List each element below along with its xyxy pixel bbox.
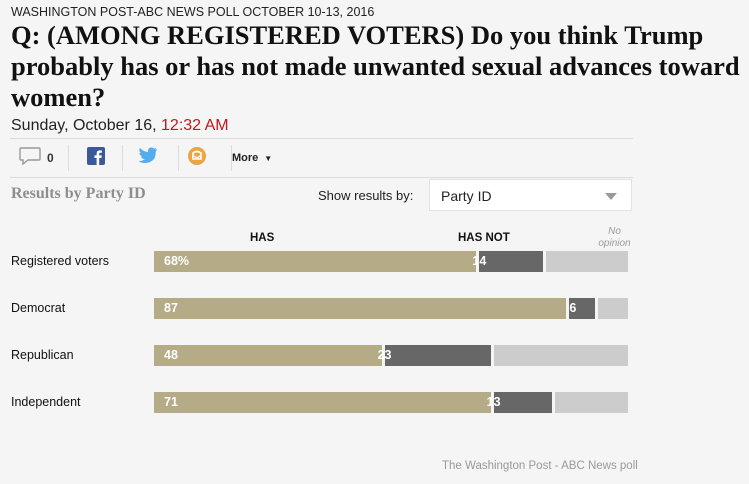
question-headline: Q: (AMONG REGISTERED VOTERS) Do you thin… bbox=[11, 20, 740, 112]
twitter-share-button[interactable] bbox=[136, 139, 158, 177]
more-label: More bbox=[232, 152, 259, 164]
comment-icon bbox=[18, 146, 42, 171]
show-results-label: Show results by: bbox=[318, 188, 414, 203]
poll-kicker: WASHINGTON POST-ABC NEWS POLL OCTOBER 10… bbox=[11, 5, 375, 19]
dateline: Sunday, October 16, 12:32 AM bbox=[11, 117, 229, 135]
value-has-republican: 48 bbox=[164, 348, 178, 362]
dateline-date: Sunday, October 16, bbox=[11, 117, 162, 134]
value-has-not-independent: 13 bbox=[486, 395, 501, 409]
chevron-down-icon: ▼ bbox=[264, 153, 273, 163]
row-label-republican: Republican bbox=[11, 348, 74, 362]
bar-has-democrat bbox=[154, 298, 567, 319]
value-has-not-republican: 23 bbox=[377, 348, 392, 362]
bar-no-opinion-independent bbox=[555, 392, 628, 413]
divider bbox=[178, 145, 179, 171]
twitter-icon bbox=[136, 146, 158, 170]
facebook-icon bbox=[87, 146, 105, 170]
column-header-has-not: HAS NOT bbox=[458, 232, 510, 244]
email-icon bbox=[187, 146, 207, 171]
column-header-no-opinion: No opinion bbox=[598, 226, 631, 249]
email-share-button[interactable] bbox=[187, 139, 207, 177]
bar-has-not-democrat bbox=[569, 298, 595, 319]
dateline-time: 12:32 AM bbox=[161, 117, 229, 134]
bar-no-opinion-republican bbox=[493, 345, 628, 366]
party-id-select[interactable]: Party ID bbox=[429, 179, 632, 211]
bar-has-not-republican bbox=[384, 345, 491, 366]
value-has-independent: 71 bbox=[164, 395, 178, 409]
comments-button[interactable]: 0 bbox=[18, 139, 54, 177]
bar-has-not-independent bbox=[493, 392, 553, 413]
column-header-has: HAS bbox=[250, 232, 275, 244]
value-has-not-registered-voters: 14 bbox=[472, 254, 487, 268]
caret-down-icon bbox=[605, 193, 617, 200]
divider bbox=[68, 145, 69, 171]
bar-has-independent bbox=[154, 392, 491, 413]
select-value: Party ID bbox=[441, 188, 492, 204]
bar-no-opinion-democrat bbox=[597, 298, 628, 319]
bar-has-republican bbox=[154, 345, 382, 366]
bar-has-not-registered-voters bbox=[479, 251, 543, 272]
row-label-democrat: Democrat bbox=[11, 301, 66, 315]
value-has-registered-voters: 68% bbox=[164, 254, 190, 268]
divider bbox=[231, 145, 232, 171]
bar-no-opinion-registered-voters bbox=[545, 251, 628, 272]
bar-has-registered-voters bbox=[154, 251, 477, 272]
value-has-not-democrat: 6 bbox=[569, 301, 577, 315]
divider bbox=[122, 145, 123, 171]
row-label-registered-voters: Registered voters bbox=[11, 254, 109, 268]
value-has-democrat: 87 bbox=[164, 301, 178, 315]
results-title: Results by Party ID bbox=[11, 185, 146, 202]
source-credit: The Washington Post - ABC News poll bbox=[442, 460, 638, 472]
more-share-menu[interactable]: More ▼ bbox=[232, 139, 272, 177]
share-bar: 0 More ▼ bbox=[10, 138, 633, 178]
row-label-independent: Independent bbox=[11, 395, 81, 409]
comment-count: 0 bbox=[47, 151, 54, 165]
facebook-share-button[interactable] bbox=[87, 139, 105, 177]
